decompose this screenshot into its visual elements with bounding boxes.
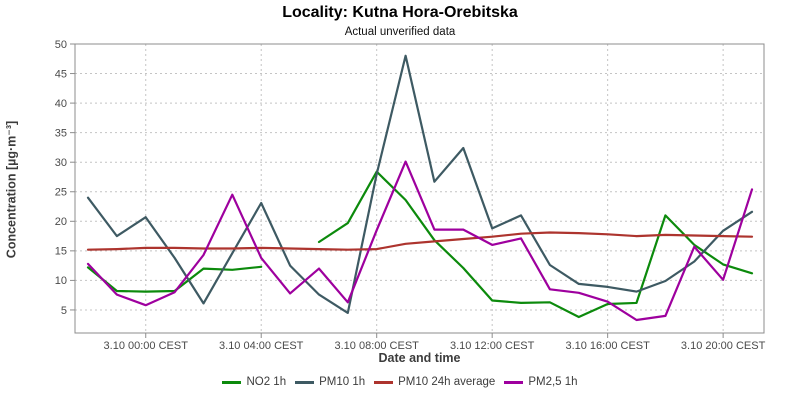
- x-tick-label: 3.10 00:00 CEST: [104, 340, 189, 352]
- x-tick-label: 3.10 20:00 CEST: [681, 340, 766, 352]
- series-line-pm2-5-1h: [86, 160, 754, 322]
- x-tick-label: 3.10 08:00 CEST: [335, 340, 420, 352]
- legend: NO2 1h PM10 1h PM10 24h average PM2,5 1h: [0, 376, 800, 388]
- legend-swatch-no2-1h: [222, 380, 242, 384]
- legend-item-no2-1h: NO2 1h: [222, 376, 286, 388]
- x-tick-label: 3.10 16:00 CEST: [565, 340, 650, 352]
- y-tick-label: 20: [55, 216, 67, 228]
- y-tick-label: 30: [55, 157, 67, 169]
- x-tick-label: 3.10 04:00 CEST: [219, 340, 304, 352]
- y-tick-label: 40: [55, 98, 67, 110]
- chart-title: Locality: Kutna Hora-Orebitska: [282, 4, 518, 21]
- y-tick-label: 25: [55, 187, 67, 199]
- legend-item-pm10-24h-average: PM10 24h average: [374, 376, 495, 388]
- x-axis-title: Date and time: [378, 351, 461, 365]
- legend-label-pm2-5-1h: PM2,5 1h: [528, 376, 578, 388]
- y-tick-label: 10: [55, 275, 67, 287]
- legend-label-pm10-1h: PM10 1h: [319, 376, 366, 388]
- series-line-pm10-24h-average: [86, 231, 754, 251]
- chart-subtitle: Actual unverified data: [344, 26, 456, 38]
- y-tick-label: 15: [55, 246, 67, 258]
- legend-swatch-pm10-1h: [295, 380, 315, 384]
- plot-frame: [74, 43, 765, 334]
- y-tick-label: 45: [55, 68, 67, 80]
- legend-item-pm10-1h: PM10 1h: [295, 376, 365, 388]
- y-tick-label: 50: [55, 39, 67, 51]
- y-tick-label: 5: [61, 305, 67, 317]
- y-axis-title: Concentration [µg·m⁻³]: [4, 120, 19, 259]
- legend-item-pm2-5-1h: PM2,5 1h: [504, 376, 578, 388]
- legend-label-pm10-24h-average: PM10 24h average: [398, 376, 496, 388]
- series-line-pm10-1h: [86, 54, 754, 314]
- legend-swatch-pm2-5-1h: [504, 380, 524, 384]
- x-tick-label: 3.10 12:00 CEST: [450, 340, 535, 352]
- legend-label-no2-1h: NO2 1h: [246, 376, 287, 388]
- legend-swatch-pm10-24h-average: [374, 380, 394, 384]
- y-tick-label: 35: [55, 127, 67, 139]
